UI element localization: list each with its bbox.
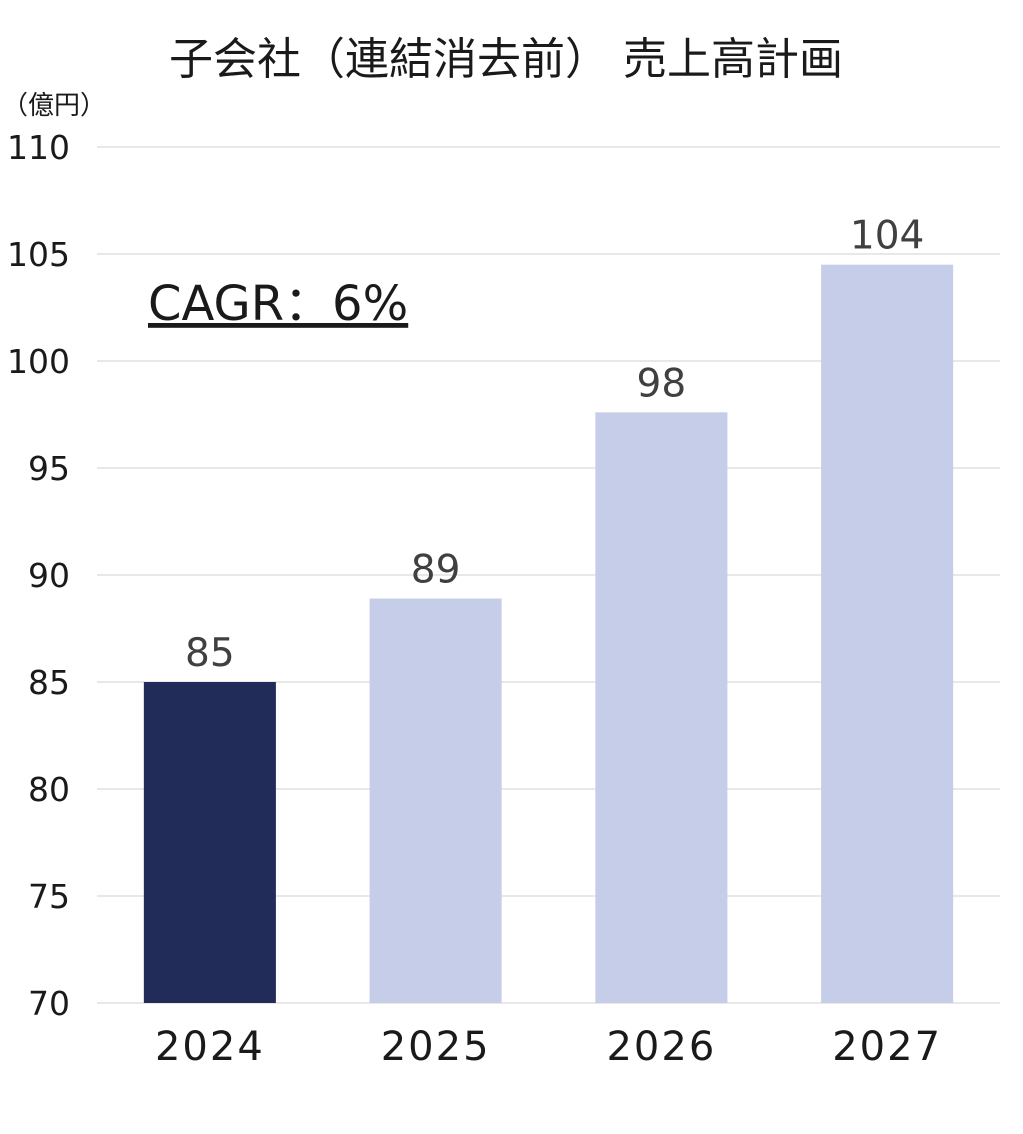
cagr-annotation: CAGR：6% (148, 276, 408, 332)
data-label-2027: 104 (850, 214, 924, 259)
x-axis-ticks: 2024 2025 2026 2027 (155, 1024, 942, 1070)
bars (143, 264, 954, 1003)
y-tick-label: 80 (28, 770, 70, 809)
chart-title: 子会社（連結消去前） 売上高計画 (169, 34, 843, 85)
y-tick-label: 85 (28, 663, 70, 702)
data-labels: 85 89 98 104 (185, 214, 924, 676)
y-tick-label: 95 (28, 449, 70, 488)
x-tick-label-2026: 2026 (606, 1024, 716, 1070)
y-axis-ticks: 70 75 80 85 90 95 100 105 110 (7, 128, 70, 1023)
y-axis-unit-label: （億円） (2, 91, 106, 121)
y-tick-label: 75 (28, 877, 70, 916)
x-tick-label-2025: 2025 (381, 1024, 491, 1070)
data-label-2024: 85 (185, 631, 235, 676)
y-tick-label: 90 (28, 556, 70, 595)
y-tick-label: 110 (7, 128, 70, 167)
x-tick-label-2024: 2024 (155, 1024, 265, 1070)
data-label-2026: 98 (637, 361, 687, 406)
bar-2027 (821, 264, 954, 1003)
y-tick-label: 70 (28, 984, 70, 1023)
data-label-2025: 89 (411, 548, 461, 593)
bar-2025 (369, 598, 502, 1003)
x-tick-label-2027: 2027 (832, 1024, 942, 1070)
y-tick-label: 105 (7, 235, 70, 274)
bar-2024 (143, 682, 276, 1003)
y-tick-label: 100 (7, 342, 70, 381)
bar-2026 (595, 412, 728, 1003)
